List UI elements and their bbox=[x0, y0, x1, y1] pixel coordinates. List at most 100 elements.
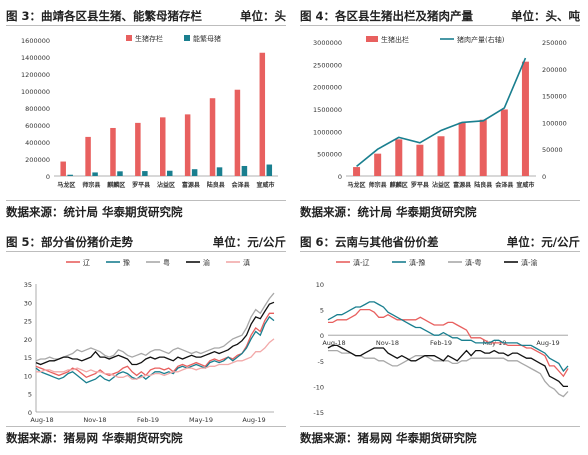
y-tick-label: 25 bbox=[24, 318, 32, 326]
bar-生猪存栏 bbox=[60, 161, 66, 176]
chart-title: 图 3：曲靖各区县生猪、能繁母猪存栏 bbox=[6, 9, 203, 23]
x-tick-label: 师宗县 bbox=[369, 181, 387, 189]
chart-unit: 单位：头、吨 bbox=[511, 9, 580, 23]
y-tick-label: 1600000 bbox=[21, 37, 50, 45]
bar-能繁母猪 bbox=[241, 165, 248, 176]
x-tick-label: May-19 bbox=[189, 416, 213, 424]
panel-header: 图 6：云南与其他省份价差 单位：元/公斤 bbox=[300, 232, 580, 254]
y-tick-label: -15 bbox=[313, 409, 324, 417]
y-tick-label-left: 1000000 bbox=[313, 128, 342, 136]
x-tick-label: 罗平县 bbox=[411, 181, 429, 189]
panel-header: 图 3：曲靖各区县生猪、能繁母猪存栏 单位：头 bbox=[6, 6, 286, 28]
bar-生猪出栏 bbox=[395, 139, 403, 176]
y-tick-label: 600000 bbox=[25, 122, 50, 130]
y-tick-label: 1000000 bbox=[21, 88, 50, 96]
chart-2-svg: 0500000100000015000002000000250000030000… bbox=[313, 35, 567, 189]
footer-rule bbox=[6, 200, 286, 201]
x-tick-label: 沾益区 bbox=[157, 181, 175, 189]
x-tick-label: 陆良县 bbox=[207, 181, 225, 189]
chart-unit: 单位：元/公斤 bbox=[212, 235, 286, 249]
y-tick-label-right: 200000 bbox=[542, 66, 567, 74]
y-tick-label: 1400000 bbox=[21, 54, 50, 62]
bar-生猪出栏 bbox=[437, 136, 445, 176]
chart-source: 数据来源：统计局 华泰期货研究院 bbox=[6, 205, 183, 219]
x-tick-label: Aug-19 bbox=[242, 416, 265, 424]
line-粤 bbox=[35, 292, 275, 362]
chart-3-svg: 0 5 10 15 20 25 30 35 Aug-18 Nov-18 Feb-19 May-19 Au… bbox=[24, 258, 275, 424]
legend-swatch bbox=[184, 35, 190, 41]
line-滇-粤 bbox=[328, 349, 569, 398]
chart-source: 数据来源：统计局 华泰期货研究院 bbox=[300, 205, 477, 219]
y-tick-label: 0 bbox=[46, 173, 50, 181]
bar-生猪存栏 bbox=[85, 136, 91, 176]
y-tick-label-right: 250000 bbox=[542, 39, 567, 47]
bar-生猪出栏 bbox=[416, 144, 424, 176]
footer-rule bbox=[300, 200, 580, 201]
bar-能繁母猪 bbox=[142, 171, 148, 176]
bar-生猪存栏 bbox=[184, 114, 191, 176]
y-tick-label: -5 bbox=[318, 358, 324, 366]
x-tick-label: 麒麟区 bbox=[107, 181, 125, 189]
bar-生猪存栏 bbox=[135, 122, 141, 176]
x-tick-label: Nov-18 bbox=[376, 339, 399, 347]
legend-swatch bbox=[126, 35, 132, 41]
x-tick-label: Aug-18 bbox=[30, 416, 53, 424]
bar-生猪出栏 bbox=[458, 122, 466, 176]
bar-能繁母猪 bbox=[266, 164, 273, 176]
header-rule bbox=[6, 251, 286, 252]
bar-生猪出栏 bbox=[500, 109, 508, 176]
bar-生猪存栏 bbox=[110, 127, 116, 176]
bar-生猪出栏 bbox=[521, 61, 529, 176]
legend-label: 辽 bbox=[83, 259, 90, 267]
legend-swatch bbox=[366, 36, 378, 42]
y-tick-label-left: 3000000 bbox=[313, 39, 342, 47]
bar-生猪存栏 bbox=[160, 117, 166, 176]
x-tick-label: 会泽县 bbox=[495, 181, 513, 189]
y-tick-label: 0 bbox=[28, 409, 32, 417]
chart-panel-3: 图 5：部分省份猪价走势 单位：元/公斤 0 5 10 15 20 25 30 35 Aug-1… bbox=[6, 232, 286, 447]
y-tick-label-left: 0 bbox=[338, 173, 342, 181]
line-滇-辽 bbox=[328, 308, 569, 378]
chart-panel-1: 图 3：曲靖各区县生猪、能繁母猪存栏 单位：头 0 200000 400000 600… bbox=[6, 6, 286, 221]
panel-header: 图 5：部分省份猪价走势 单位：元/公斤 bbox=[6, 232, 286, 254]
bar-生猪出栏 bbox=[353, 167, 361, 176]
line-豫 bbox=[35, 315, 275, 384]
y-tick-label-right: 150000 bbox=[542, 93, 567, 101]
line-辽 bbox=[35, 312, 274, 379]
legend-label: 滇-辽 bbox=[353, 258, 370, 267]
legend-label: 滇 bbox=[243, 258, 250, 267]
chart-title: 图 5：部分省份猪价走势 bbox=[6, 235, 134, 249]
header-rule bbox=[300, 251, 580, 252]
x-tick-label: Feb-19 bbox=[430, 339, 452, 347]
y-tick-label: 200000 bbox=[25, 156, 50, 164]
y-tick-label: 1200000 bbox=[21, 71, 50, 79]
x-tick-label: 马龙区 bbox=[348, 181, 366, 189]
x-tick-label: 陆良县 bbox=[474, 181, 492, 189]
bar-能繁母猪 bbox=[67, 174, 73, 176]
bar-生猪出栏 bbox=[374, 153, 382, 176]
x-tick-label: 马龙区 bbox=[57, 181, 75, 189]
y-tick-label: 400000 bbox=[25, 139, 50, 147]
x-tick-label: Feb-19 bbox=[137, 416, 159, 424]
chart-panel-4: 图 6：云南与其他省份价差 单位：元/公斤 -15 -10 -5 0 5 10 Aug-18… bbox=[300, 232, 580, 447]
x-tick-label: 富源县 bbox=[453, 181, 471, 189]
x-tick-label: 宣威市 bbox=[516, 181, 534, 189]
chart-title: 图 6：云南与其他省份价差 bbox=[300, 235, 439, 249]
chart-title: 图 4：各区县生猪出栏及猪肉产量 bbox=[300, 9, 474, 23]
bar-能繁母猪 bbox=[92, 172, 98, 176]
bar-能繁母猪 bbox=[216, 167, 223, 176]
x-tick-label: 会泽县 bbox=[232, 181, 250, 189]
legend-label: 渝 bbox=[203, 258, 210, 267]
legend-label: 粤 bbox=[163, 258, 170, 267]
x-tick-label: Aug-18 bbox=[322, 339, 345, 347]
bar-能繁母猪 bbox=[167, 170, 173, 176]
chart-source: 数据来源：猪易网 华泰期货研究院 bbox=[300, 431, 477, 445]
legend-label: 滇-粤 bbox=[465, 258, 482, 267]
x-tick-label: Nov-18 bbox=[83, 416, 106, 424]
y-tick-label: 5 bbox=[28, 391, 32, 399]
legend-label: 滇-渝 bbox=[521, 258, 538, 267]
bar-生猪存栏 bbox=[234, 89, 241, 176]
x-tick-label: 罗平县 bbox=[132, 181, 150, 189]
y-tick-label: 30 bbox=[24, 299, 32, 307]
x-tick-label: 宣威市 bbox=[257, 181, 275, 189]
